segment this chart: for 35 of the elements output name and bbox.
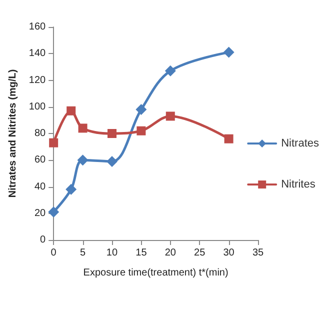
x-tick-label: 35: [252, 248, 264, 258]
x-tick-label: 20: [164, 248, 176, 258]
y-tick-label: 60: [34, 154, 46, 166]
point: [48, 206, 60, 218]
x-tick-label: 30: [223, 248, 235, 258]
x-tick-label: 15: [136, 248, 148, 258]
point: [66, 106, 76, 116]
x-axis-title: Exposure time(treatment) t*(min): [83, 268, 228, 278]
point: [66, 184, 77, 195]
point: [136, 126, 146, 136]
point: [136, 104, 147, 116]
x-tick-label: 10: [106, 248, 118, 258]
y-axis-title: Nitrates and Nitrites (mg/L): [8, 69, 18, 198]
point: [78, 124, 88, 133]
x-tick-label: 25: [194, 248, 206, 258]
point: [223, 46, 234, 58]
y-tick-label: 80: [34, 128, 46, 139]
x-tick-label: 0: [50, 248, 57, 258]
y-tick-label: 40: [34, 181, 46, 192]
y-tick-label: 0: [40, 234, 46, 246]
point: [107, 129, 116, 138]
y-tick-label: 100: [28, 101, 46, 112]
legend-label: Nitrates: [281, 138, 320, 150]
point: [106, 156, 118, 167]
legend-label: Nitrites: [281, 178, 316, 190]
point: [49, 138, 58, 148]
y-tick-label: 140: [28, 48, 46, 60]
y-tick-label: 120: [28, 74, 46, 86]
point: [164, 65, 176, 76]
y-tick-label: 160: [28, 22, 46, 32]
point: [166, 112, 175, 121]
x-tick-label: 5: [80, 248, 86, 258]
point: [224, 134, 234, 144]
y-tick-label: 20: [34, 208, 46, 219]
point: [77, 154, 88, 166]
